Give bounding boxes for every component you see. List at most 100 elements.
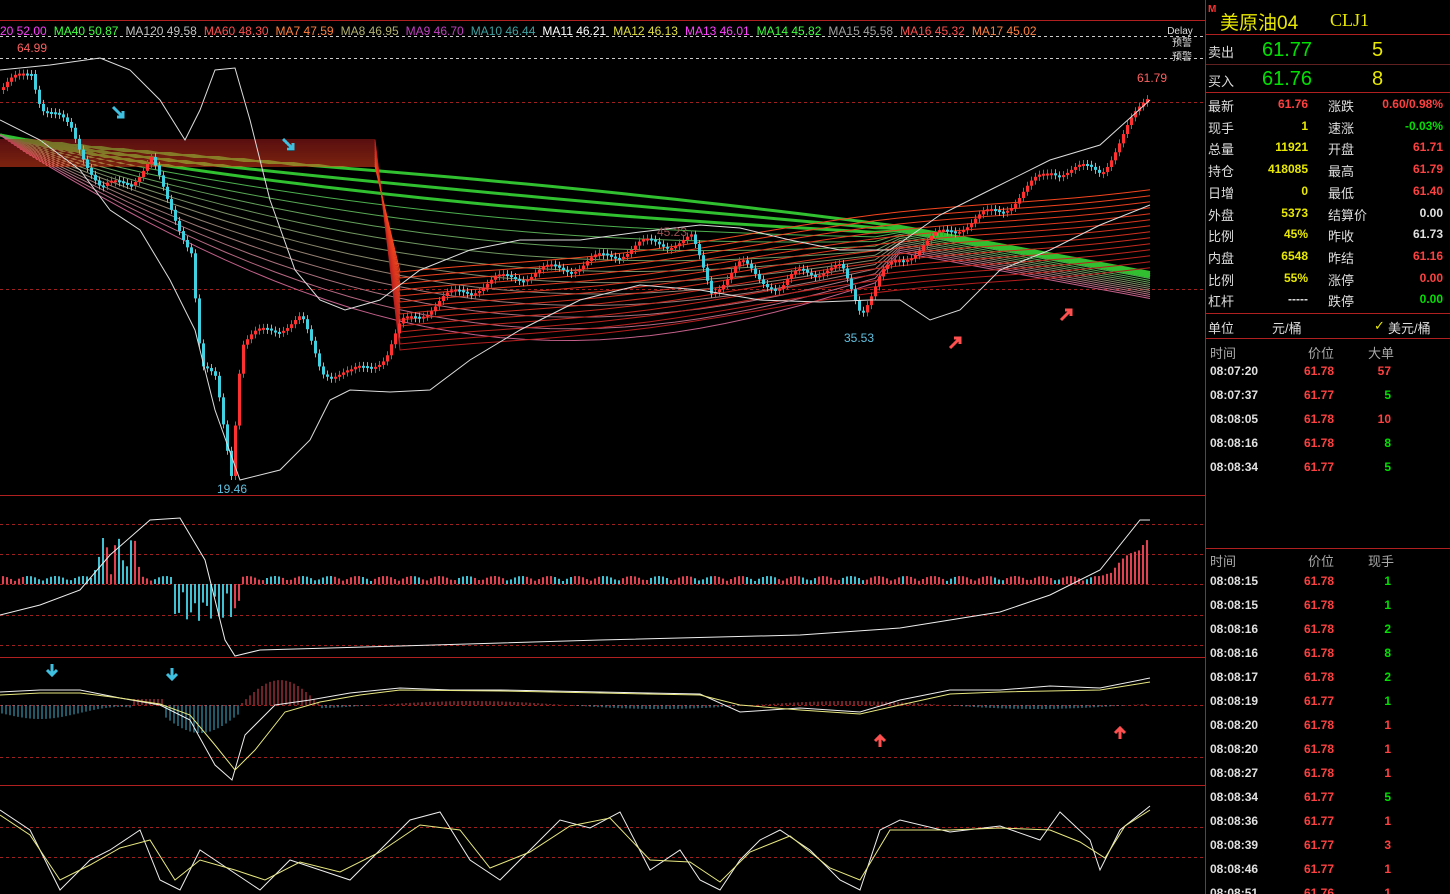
- stat-label: 涨跌: [1328, 99, 1355, 114]
- volume-bar: [546, 576, 548, 584]
- candle: [794, 270, 797, 275]
- volume-bar: [238, 584, 240, 601]
- volume-bar: [1114, 567, 1116, 584]
- volume-bar: [986, 576, 988, 584]
- volume-bar: [346, 579, 348, 584]
- ma-bands: [0, 133, 1151, 351]
- volume-bar: [738, 576, 740, 584]
- column-header: 时间: [1210, 346, 1237, 361]
- volume-bar: [794, 576, 796, 584]
- unit-option[interactable]: 元/桶: [1272, 321, 1302, 336]
- candle: [30, 73, 33, 76]
- row-time: 08:08:46: [1210, 862, 1259, 876]
- volume-bar: [890, 580, 892, 584]
- row-price: 61.77: [1304, 694, 1335, 708]
- volume-bar: [82, 576, 84, 584]
- candle: [626, 253, 629, 257]
- stat-value: 6548: [1281, 248, 1308, 263]
- candle: [642, 239, 645, 242]
- volume-bar: [566, 578, 568, 584]
- volume-bar: [394, 579, 396, 584]
- ma-line: [0, 153, 1151, 309]
- volume-bar: [198, 584, 200, 621]
- legend-item: MA13 46.01: [684, 24, 750, 38]
- volume-bar: [154, 579, 156, 584]
- candle: [354, 366, 357, 370]
- candle: [174, 209, 177, 221]
- volume-bar: [938, 577, 940, 584]
- volume-bar: [870, 577, 872, 584]
- volume-bar: [78, 576, 80, 584]
- candle: [134, 181, 137, 186]
- candle: [38, 89, 41, 104]
- volume-bar: [1014, 576, 1016, 584]
- candle: [514, 277, 517, 280]
- row-time: 08:08:16: [1210, 436, 1259, 450]
- volume-bar: [142, 576, 144, 584]
- candle: [770, 287, 773, 290]
- volume-bar: [1102, 575, 1104, 584]
- candle: [138, 177, 141, 182]
- volume-bar: [166, 576, 168, 584]
- candle: [1042, 173, 1045, 176]
- candle: [182, 231, 185, 240]
- unit-check: ✓: [1374, 318, 1385, 333]
- volume-bar: [422, 579, 424, 584]
- volume-bar: [1094, 576, 1096, 584]
- volume-bar: [386, 576, 388, 584]
- volume-bar: [698, 580, 700, 584]
- candle: [378, 364, 381, 367]
- candle: [702, 255, 705, 268]
- unit-option[interactable]: 美元/桶: [1388, 321, 1431, 336]
- volume-bar: [954, 576, 956, 584]
- candle: [98, 180, 101, 186]
- candle: [862, 310, 865, 313]
- volume-bar: [946, 580, 948, 584]
- ma-line: [0, 151, 1151, 315]
- volume-bar: [858, 578, 860, 584]
- divider: [1206, 548, 1450, 549]
- volume-bar: [2, 576, 4, 584]
- candle: [94, 174, 97, 181]
- unit-label: 单位: [1208, 321, 1235, 336]
- candle: [1078, 164, 1081, 167]
- volume-bar: [86, 576, 88, 584]
- candle: [522, 280, 525, 283]
- candle: [718, 289, 721, 293]
- volume-bar: [218, 584, 220, 617]
- candle: [726, 279, 729, 285]
- candle: [1026, 185, 1029, 192]
- candle: [614, 256, 617, 259]
- volume-bar: [766, 576, 768, 584]
- volume-bar: [958, 576, 960, 584]
- volume-bar: [634, 576, 636, 584]
- volume-bar: [1090, 577, 1092, 584]
- candle: [1134, 111, 1137, 118]
- volume-bar: [1022, 577, 1024, 584]
- candle: [646, 238, 649, 241]
- volume-bar: [114, 545, 116, 584]
- row-time: 08:08:39: [1210, 838, 1259, 852]
- candle: [670, 247, 673, 250]
- row-qty: 10: [1377, 412, 1391, 426]
- volume-bar: [1054, 580, 1056, 584]
- volume-bar: [846, 576, 848, 584]
- candle: [310, 329, 313, 341]
- column-header: 现手: [1368, 554, 1395, 569]
- candle: [786, 278, 789, 286]
- candle: [910, 258, 913, 261]
- volume-bar: [42, 580, 44, 584]
- candle: [558, 265, 561, 268]
- arrow: [948, 336, 962, 350]
- candle: [958, 231, 961, 234]
- volume-bar: [798, 576, 800, 584]
- volume-bar: [182, 584, 184, 593]
- volume-bar: [330, 576, 332, 584]
- stat-label: 昨收: [1328, 229, 1355, 245]
- volume-bar: [1138, 550, 1140, 584]
- row-qty: 8: [1384, 436, 1391, 450]
- legend-item: MA9 46.70: [405, 24, 464, 38]
- divider: [1206, 34, 1450, 35]
- legend-item: 20 52.00: [0, 24, 47, 38]
- volume-bar: [758, 578, 760, 584]
